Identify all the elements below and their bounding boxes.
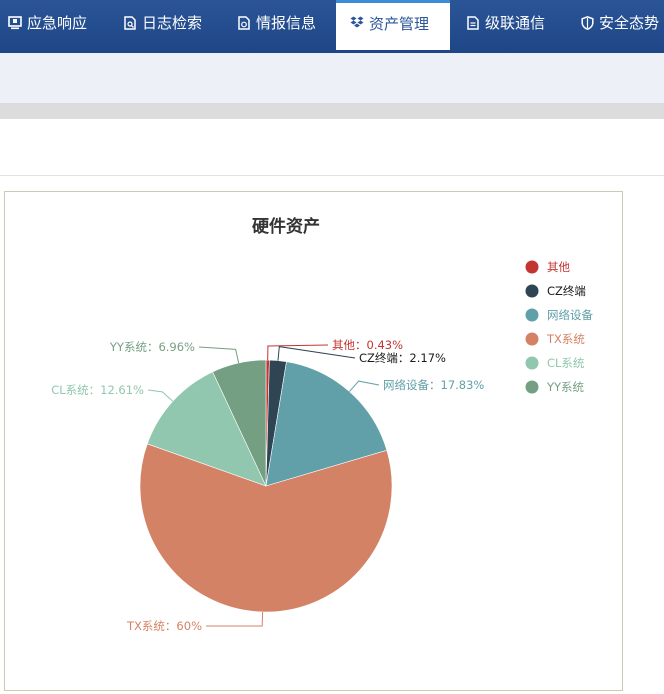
hardware-asset-pie-chart: 硬件资产 其他：0.43%CZ终端：2.17% 网络设备：17.83% TX系统：6… <box>51 216 593 633</box>
leader-line-0 <box>267 344 329 361</box>
data-label-2: 网络设备：17.83% <box>383 378 484 392</box>
top-nav-bar: 应急响应 日志检索 情报信息 资产管理 级联通信 安全态势 <box>0 0 664 53</box>
pie-slice-2[interactable] <box>265 361 388 487</box>
divider-band <box>0 104 664 119</box>
pie-slice-3[interactable] <box>139 443 393 613</box>
nav-tab-label: 应急响应 <box>27 14 88 32</box>
legend-marker-0[interactable] <box>525 260 539 274</box>
chart-panel: 硬件资产 其他：0.43% CZ终端：2.17% 网络设备：17.83% TX系统：6… <box>4 191 623 691</box>
legend-marker-2[interactable] <box>525 308 539 322</box>
data-label-1: CZ终端：2.17% <box>359 351 446 365</box>
legend-label-4[interactable]: CL系统 <box>547 356 585 370</box>
dropbox-icon <box>350 16 364 28</box>
nav-tab-label: 级联通信 <box>485 14 546 32</box>
pie-slice-4[interactable] <box>146 371 267 487</box>
legend-label-5[interactable]: YY系统 <box>546 380 585 394</box>
nav-tab-emergency-response[interactable]: 应急响应 <box>8 0 87 53</box>
filter-area <box>0 119 664 176</box>
data-label-0: 其他：0.43% <box>332 338 403 352</box>
nav-tab-label: 情报信息 <box>256 14 317 32</box>
nav-tab-intelligence[interactable]: 情报信息 <box>238 0 316 53</box>
leader-line-5 <box>198 346 240 364</box>
legend-label-0[interactable]: 其他 <box>547 260 570 274</box>
chart-title: 硬件资产 <box>252 216 320 237</box>
leader-line-4 <box>147 389 174 402</box>
legend-marker-3[interactable] <box>525 332 539 346</box>
nav-tab-label: 资产管理 <box>369 15 430 33</box>
document-link-icon <box>467 16 479 30</box>
document-info-icon <box>238 16 250 30</box>
nav-tab-label: 安全态势 <box>599 14 660 32</box>
nav-tab-security-situation[interactable]: 安全态势 <box>581 0 659 53</box>
data-label-3: TX系统：60% <box>126 619 202 633</box>
legend-marker-1[interactable] <box>525 284 539 298</box>
legend-label-2[interactable]: 网络设备 <box>547 308 593 322</box>
shield-icon <box>581 16 594 30</box>
data-label-4: CL系统：12.61% <box>51 383 144 397</box>
nav-tab-log-search[interactable]: 日志检索 <box>124 0 202 53</box>
leader-line-2 <box>349 380 380 392</box>
nav-tab-cascade-communication[interactable]: 级联通信 <box>467 0 545 53</box>
sub-toolbar <box>0 53 664 104</box>
nav-tab-label: 日志检索 <box>142 14 203 32</box>
monitor-icon <box>8 16 22 30</box>
leader-line-3 <box>205 611 264 627</box>
nav-tab-asset-management[interactable]: 资产管理 <box>336 0 450 50</box>
leader-line-1 <box>277 346 356 361</box>
data-label-5: YY系统：6.96% <box>109 340 195 354</box>
document-search-icon <box>124 16 136 30</box>
legend-marker-5[interactable] <box>525 380 539 394</box>
legend-label-1[interactable]: CZ终端 <box>547 284 586 298</box>
legend-marker-4[interactable] <box>525 356 539 370</box>
legend-label-3[interactable]: TX系统 <box>546 332 585 346</box>
